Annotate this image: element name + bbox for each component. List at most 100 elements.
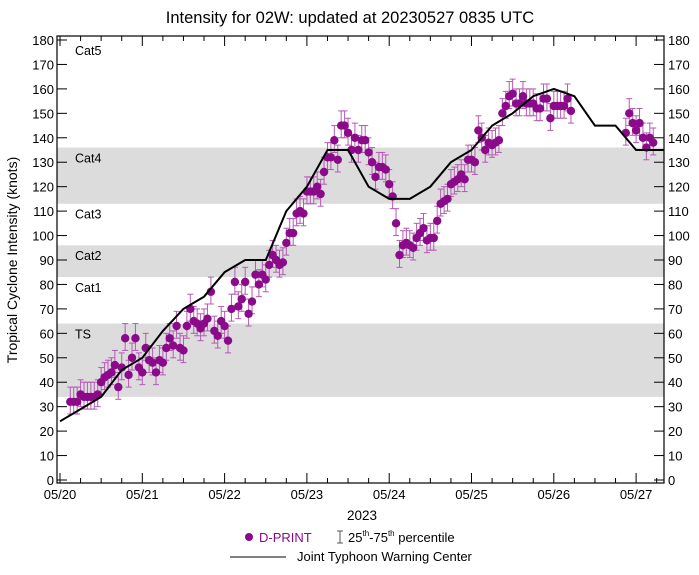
y-tick-label-right: 70 bbox=[668, 302, 682, 317]
dprint-points bbox=[66, 89, 658, 406]
dprint-point bbox=[237, 294, 246, 304]
dprint-point bbox=[223, 336, 233, 345]
y-tick-label-right: 180 bbox=[668, 33, 690, 48]
dprint-point bbox=[419, 224, 428, 233]
y-tick-label-right: 90 bbox=[668, 253, 682, 268]
dprint-point bbox=[429, 233, 438, 243]
dprint-point bbox=[213, 331, 222, 340]
x-tick-label: 05/25 bbox=[455, 487, 488, 502]
y-tick-label-left: 70 bbox=[40, 302, 54, 317]
x-axis-label: 2023 bbox=[347, 508, 377, 523]
dprint-point bbox=[234, 302, 243, 311]
dprint-point bbox=[299, 209, 308, 218]
dprint-point bbox=[124, 370, 133, 380]
y-tick-label-left: 60 bbox=[40, 326, 54, 341]
y-tick-label-left: 30 bbox=[40, 400, 54, 415]
y-tick-label-left: 100 bbox=[32, 229, 54, 244]
y-tick-label-right: 40 bbox=[668, 375, 682, 390]
dprint-point bbox=[343, 128, 353, 138]
dprint-point bbox=[381, 165, 390, 174]
y-tick-label-left: 120 bbox=[32, 180, 54, 195]
category-label-cat5: Cat5 bbox=[75, 44, 101, 58]
dprint-point bbox=[409, 243, 418, 252]
dprint-point bbox=[131, 334, 140, 343]
dprint-point bbox=[470, 158, 480, 167]
y-tick-label-left: 20 bbox=[40, 424, 54, 439]
dprint-point bbox=[354, 145, 363, 155]
dprint-point bbox=[288, 228, 298, 238]
category-label-cat4: Cat4 bbox=[75, 151, 101, 165]
dprint-point bbox=[360, 136, 370, 145]
dprint-point bbox=[635, 118, 644, 128]
dprint-point bbox=[127, 353, 137, 362]
y-tick-label-right: 20 bbox=[668, 424, 682, 439]
dprint-point bbox=[631, 126, 641, 135]
axes: 0 0 10 10 20 20 30 30 40 40 50 50 60 60 70 70 80 80 90 90 10… bbox=[32, 33, 689, 502]
dprint-point bbox=[165, 334, 174, 343]
dprint-point bbox=[227, 304, 236, 314]
dprint-point bbox=[230, 277, 240, 287]
dprint-point bbox=[494, 136, 504, 145]
dprint-point bbox=[319, 167, 329, 177]
y-tick-label-right: 140 bbox=[668, 131, 690, 146]
dprint-point bbox=[535, 104, 545, 113]
dprint-point bbox=[340, 121, 349, 130]
dprint-point bbox=[264, 260, 274, 270]
dprint-point bbox=[638, 133, 648, 142]
y-tick-label-right: 60 bbox=[668, 326, 682, 341]
legend-percentile-label: 25th-75th percentile bbox=[348, 529, 455, 545]
y-tick-label-right: 120 bbox=[668, 180, 690, 195]
category-label-cat1: Cat1 bbox=[75, 281, 101, 295]
dprint-point bbox=[566, 106, 576, 116]
dprint-point bbox=[120, 334, 130, 343]
chart-title: Intensity for 02W: updated at 20230527 0… bbox=[166, 9, 535, 27]
dprint-point bbox=[182, 321, 192, 331]
band-cat4 bbox=[57, 147, 664, 204]
dprint-point bbox=[158, 358, 168, 367]
y-tick-label-right: 170 bbox=[668, 57, 690, 72]
dprint-point bbox=[559, 101, 569, 111]
jtwc-line bbox=[59, 87, 664, 423]
dprint-point bbox=[247, 297, 257, 306]
dprint-point bbox=[278, 258, 288, 267]
category-labels: TS Cat1 Cat2 Cat3 Cat4 Cat5 bbox=[75, 44, 101, 342]
dprint-point bbox=[203, 314, 212, 323]
dprint-point bbox=[179, 346, 188, 355]
dprint-point bbox=[72, 397, 82, 406]
dprint-point bbox=[481, 145, 490, 155]
band-cat2 bbox=[57, 245, 664, 278]
y-tick-label-right: 130 bbox=[668, 155, 690, 170]
dprint-point bbox=[508, 89, 517, 98]
dprint-point bbox=[498, 109, 507, 118]
legend-jtwc-label: Joint Typhoon Warning Center bbox=[297, 549, 473, 564]
x-tick-label: 05/26 bbox=[538, 487, 571, 502]
dprint-point bbox=[433, 216, 442, 226]
dprint-point bbox=[628, 118, 637, 128]
dprint-point bbox=[649, 138, 658, 147]
dprint-point bbox=[518, 92, 528, 101]
y-tick-label-left: 170 bbox=[32, 57, 54, 72]
dprint-point bbox=[114, 382, 123, 392]
y-tick-label-right: 50 bbox=[668, 351, 682, 366]
dprint-point bbox=[312, 182, 322, 191]
dprint-point bbox=[563, 94, 572, 103]
dprint-point bbox=[364, 148, 373, 157]
y-tick-label-left: 10 bbox=[40, 449, 54, 464]
x-tick-label: 05/21 bbox=[126, 487, 159, 502]
dprint-point bbox=[138, 368, 147, 377]
dprint-point bbox=[350, 133, 360, 142]
y-axis-label: Tropical Cyclone Intensity (knots) bbox=[4, 157, 20, 363]
y-tick-label-right: 100 bbox=[668, 229, 690, 244]
dprint-point bbox=[330, 136, 339, 145]
y-tick-label-left: 110 bbox=[33, 204, 54, 219]
x-tick-label: 05/22 bbox=[208, 487, 241, 502]
category-label-ts: TS bbox=[75, 327, 91, 341]
dprint-point bbox=[542, 94, 552, 103]
dprint-point bbox=[107, 368, 116, 377]
y-tick-label-right: 10 bbox=[668, 449, 682, 464]
y-tick-label-left: 90 bbox=[40, 253, 54, 268]
dprint-point bbox=[240, 277, 250, 287]
y-tick-label-left: 80 bbox=[40, 277, 54, 292]
category-label-cat2: Cat2 bbox=[75, 249, 101, 263]
